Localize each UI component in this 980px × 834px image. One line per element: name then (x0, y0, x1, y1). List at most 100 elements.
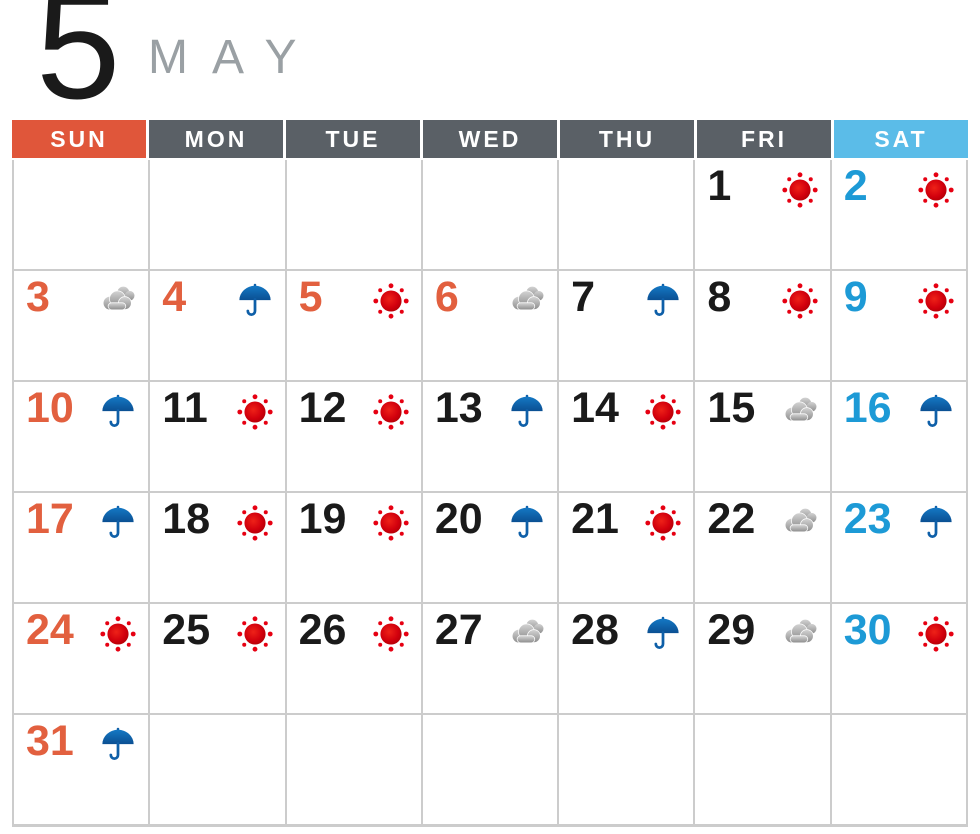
day-cell-31: 31 (14, 715, 149, 824)
date-number: 30 (843, 606, 892, 654)
empty-cell (422, 160, 558, 269)
day-cell-13: 13 (422, 382, 558, 491)
date-number: 7 (571, 273, 596, 321)
date-number: 16 (843, 384, 892, 432)
day-cell-20: 20 (422, 493, 558, 602)
month-number: 5 (36, 0, 121, 131)
day-cell-16: 16 (831, 382, 966, 491)
sun-icon (236, 615, 274, 653)
weekday-header-tue: TUE (286, 120, 420, 158)
day-cell-19: 19 (286, 493, 421, 602)
day-cell-23: 23 (831, 493, 966, 602)
date-number: 5 (298, 273, 323, 321)
date-number: 11 (162, 384, 208, 432)
day-cell-4: 4 (150, 271, 285, 380)
day-cell-15: 15 (695, 382, 830, 491)
sun-icon (644, 504, 682, 542)
day-cell-3: 3 (14, 271, 149, 380)
umbrella-icon (99, 726, 137, 764)
sun-icon (917, 171, 955, 209)
date-number: 19 (298, 495, 347, 543)
day-cell-1: 1 (695, 160, 830, 269)
date-number: 26 (298, 606, 347, 654)
date-number: 6 (434, 273, 459, 321)
day-cell-12: 12 (286, 382, 421, 491)
date-number: 4 (162, 273, 187, 321)
weekday-label: SAT (874, 125, 928, 152)
weekday-label: TUE (325, 125, 381, 152)
empty-cell (695, 715, 830, 824)
umbrella-icon (644, 615, 682, 653)
day-cell-29: 29 (695, 604, 830, 713)
date-number: 20 (434, 495, 483, 543)
weekday-header-wed: WED (423, 120, 557, 158)
day-cell-2: 2 (831, 160, 966, 269)
date-number: 22 (707, 495, 756, 543)
day-cell-17: 17 (14, 493, 149, 602)
empty-cell (286, 715, 421, 824)
weekday-label: SUN (50, 125, 108, 152)
umbrella-icon (236, 282, 274, 320)
cloud-icon (781, 393, 819, 431)
sun-icon (99, 615, 137, 653)
cloud-icon (99, 282, 137, 320)
calendar-cells: 1 2 3 (12, 160, 968, 827)
umbrella-icon (508, 504, 546, 542)
date-number: 31 (26, 717, 74, 765)
date-number: 23 (843, 495, 892, 543)
sun-icon (372, 393, 410, 431)
empty-cell (14, 160, 149, 269)
day-cell-8: 8 (695, 271, 830, 380)
weekday-label: WED (458, 125, 522, 152)
month-name: MAY (148, 31, 321, 84)
umbrella-icon (644, 282, 682, 320)
weekday-header-row: SUN MON TUE WED THU FRI SAT (12, 120, 968, 158)
sun-icon (917, 615, 955, 653)
date-number: 28 (571, 606, 619, 654)
empty-cell (150, 715, 285, 824)
weekday-header-sat: SAT (834, 120, 968, 158)
date-number: 1 (707, 162, 732, 210)
cloud-icon (781, 504, 819, 542)
weekday-header-fri: FRI (697, 120, 831, 158)
empty-cell (559, 160, 694, 269)
sun-icon (372, 282, 410, 320)
sun-icon (917, 282, 955, 320)
weekday-header-mon: MON (149, 120, 283, 158)
empty-cell (150, 160, 285, 269)
empty-cell (559, 715, 694, 824)
day-cell-9: 9 (831, 271, 966, 380)
day-cell-11: 11 (150, 382, 285, 491)
cloud-icon (508, 282, 546, 320)
weekday-label: MON (184, 125, 248, 152)
date-number: 10 (26, 384, 74, 432)
sun-icon (372, 504, 410, 542)
date-number: 29 (707, 606, 756, 654)
calendar-title: 5 MAY (0, 0, 980, 122)
empty-cell (422, 715, 558, 824)
date-number: 9 (843, 273, 868, 321)
date-number: 15 (707, 384, 756, 432)
day-cell-14: 14 (559, 382, 694, 491)
day-cell-10: 10 (14, 382, 149, 491)
date-number: 18 (162, 495, 211, 543)
day-cell-22: 22 (695, 493, 830, 602)
empty-cell (831, 715, 966, 824)
day-cell-27: 27 (422, 604, 558, 713)
day-cell-21: 21 (559, 493, 694, 602)
date-number: 12 (298, 384, 347, 432)
day-cell-18: 18 (150, 493, 285, 602)
umbrella-icon (99, 504, 137, 542)
weekday-label: FRI (740, 125, 788, 152)
date-number: 21 (571, 495, 619, 543)
date-number: 14 (571, 384, 619, 432)
day-cell-25: 25 (150, 604, 285, 713)
date-number: 17 (26, 495, 74, 543)
date-number: 3 (26, 273, 50, 321)
date-number: 8 (707, 273, 732, 321)
date-number: 13 (434, 384, 483, 432)
day-cell-28: 28 (559, 604, 694, 713)
day-cell-30: 30 (831, 604, 966, 713)
day-cell-26: 26 (286, 604, 421, 713)
day-cell-6: 6 (422, 271, 558, 380)
